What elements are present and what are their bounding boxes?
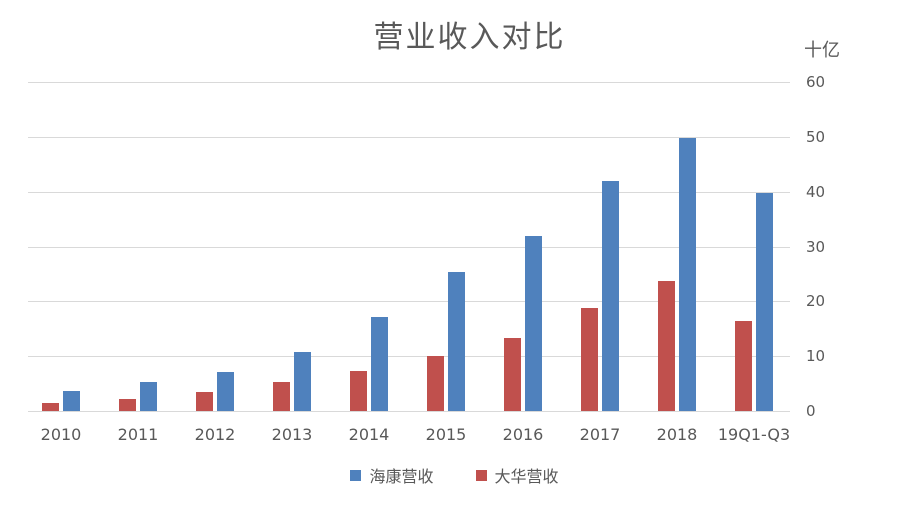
x-tick-label: 2011 xyxy=(117,425,159,444)
gridline xyxy=(28,356,790,357)
bar-haikang-revenue-2017 xyxy=(602,181,619,411)
legend-swatch-icon xyxy=(475,469,487,481)
y-tick-label: 0 xyxy=(806,402,816,420)
x-tick-label: 19Q1-Q3 xyxy=(717,425,791,444)
legend: 海康营收 大华营收 xyxy=(0,463,909,487)
bar-dahua-revenue-2012 xyxy=(196,392,213,411)
x-axis-line xyxy=(28,411,790,412)
x-tick-label: 2015 xyxy=(425,425,467,444)
x-tick-label: 2016 xyxy=(502,425,544,444)
bar-haikang-revenue-2018 xyxy=(679,138,696,411)
bar-haikang-revenue-2015 xyxy=(448,272,465,411)
x-tick-label: 2010 xyxy=(40,425,82,444)
bar-haikang-revenue-2010 xyxy=(63,391,80,411)
x-tick-label: 2012 xyxy=(194,425,236,444)
y-tick-label: 20 xyxy=(806,292,826,310)
x-tick-label: 2017 xyxy=(579,425,621,444)
bar-haikang-revenue-2012 xyxy=(217,372,234,411)
bar-dahua-revenue-2011 xyxy=(119,399,136,411)
y-axis-unit-label: 十亿 xyxy=(804,40,840,61)
bar-dahua-revenue-19Q1-Q3 xyxy=(735,321,752,411)
y-tick-label: 40 xyxy=(806,183,826,201)
gridline xyxy=(28,247,790,248)
gridline xyxy=(28,82,790,83)
legend-label: 海康营收 xyxy=(369,467,434,486)
legend-item-dahua-revenue: 大华营收 xyxy=(475,463,559,487)
y-tick-label: 60 xyxy=(806,73,826,91)
gridline xyxy=(28,301,790,302)
chart-title: 营业收入对比 xyxy=(373,20,566,55)
bar-dahua-revenue-2013 xyxy=(273,382,290,411)
bar-dahua-revenue-2017 xyxy=(581,308,598,411)
bar-dahua-revenue-2010 xyxy=(42,403,59,411)
bar-haikang-revenue-19Q1-Q3 xyxy=(756,193,773,411)
bar-dahua-revenue-2016 xyxy=(504,338,521,411)
legend-label: 大华营收 xyxy=(494,467,559,486)
legend-item-haikang-revenue: 海康营收 xyxy=(350,463,434,487)
legend-swatch-icon xyxy=(350,469,362,481)
bar-dahua-revenue-2014 xyxy=(350,371,367,411)
x-tick-label: 2013 xyxy=(271,425,313,444)
bar-haikang-revenue-2014 xyxy=(371,317,388,411)
bar-haikang-revenue-2013 xyxy=(294,352,311,411)
bar-dahua-revenue-2018 xyxy=(658,281,675,411)
bar-haikang-revenue-2016 xyxy=(525,236,542,411)
x-tick-label: 2014 xyxy=(348,425,390,444)
y-tick-label: 30 xyxy=(806,238,826,256)
gridline xyxy=(28,192,790,193)
bar-dahua-revenue-2015 xyxy=(427,356,444,411)
y-tick-label: 50 xyxy=(806,128,826,146)
bar-haikang-revenue-2011 xyxy=(140,382,157,411)
gridline xyxy=(28,137,790,138)
plot-area xyxy=(28,82,790,412)
y-tick-label: 10 xyxy=(806,347,826,365)
x-tick-label: 2018 xyxy=(656,425,698,444)
